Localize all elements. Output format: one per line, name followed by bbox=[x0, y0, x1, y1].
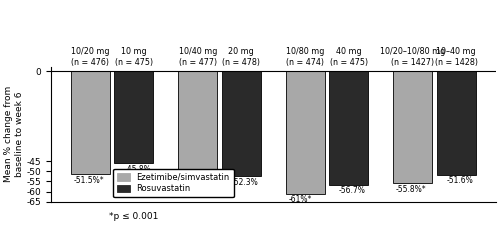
Text: 10/80 mg
(n = 474): 10/80 mg (n = 474) bbox=[286, 47, 325, 67]
Bar bbox=[394, 71, 432, 183]
Bar bbox=[330, 71, 368, 185]
Bar bbox=[178, 71, 218, 181]
Text: 10/20 mg
(n = 476): 10/20 mg (n = 476) bbox=[71, 47, 110, 67]
Text: 40 mg
(n = 475): 40 mg (n = 475) bbox=[330, 47, 368, 67]
Text: 20 mg
(n = 478): 20 mg (n = 478) bbox=[222, 47, 260, 67]
Text: -56.7%: -56.7% bbox=[339, 186, 366, 196]
Text: -55.8%*: -55.8%* bbox=[396, 185, 426, 194]
Text: -61%*: -61%* bbox=[288, 195, 312, 204]
Bar bbox=[436, 71, 476, 175]
Text: *p ≤ 0.001: *p ≤ 0.001 bbox=[108, 212, 158, 221]
Bar bbox=[286, 71, 325, 194]
Y-axis label: Mean % change from
baseline to week 6: Mean % change from baseline to week 6 bbox=[4, 86, 24, 182]
Text: -51.5%*: -51.5%* bbox=[74, 176, 104, 185]
Text: -45.8%: -45.8% bbox=[124, 165, 151, 174]
Text: 10/20–10/80 mg
(n = 1427): 10/20–10/80 mg (n = 1427) bbox=[380, 47, 446, 67]
Bar bbox=[114, 71, 154, 163]
Bar bbox=[222, 71, 261, 176]
Text: 10–40 mg
(n = 1428): 10–40 mg (n = 1428) bbox=[434, 47, 478, 67]
Text: -52.3%: -52.3% bbox=[232, 178, 258, 187]
Text: 10/40 mg
(n = 477): 10/40 mg (n = 477) bbox=[178, 47, 217, 67]
Text: -51.6%: -51.6% bbox=[446, 176, 473, 185]
Text: 10 mg
(n = 475): 10 mg (n = 475) bbox=[115, 47, 153, 67]
Bar bbox=[71, 71, 110, 174]
Legend: Ezetimibe/simvastatin, Rosuvastatin: Ezetimibe/simvastatin, Rosuvastatin bbox=[113, 168, 234, 197]
Text: -54.8%*: -54.8%* bbox=[181, 183, 212, 192]
